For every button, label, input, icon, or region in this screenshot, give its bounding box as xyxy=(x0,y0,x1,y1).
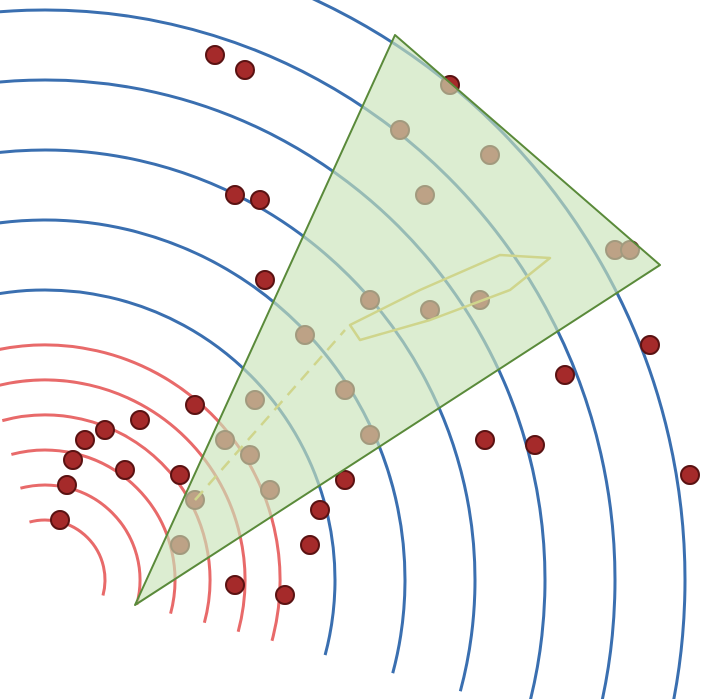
data-point xyxy=(256,271,274,289)
data-point xyxy=(226,186,244,204)
data-point xyxy=(131,411,149,429)
data-point xyxy=(171,466,189,484)
data-point xyxy=(641,336,659,354)
data-point xyxy=(64,451,82,469)
data-point xyxy=(51,511,69,529)
data-point xyxy=(116,461,134,479)
data-point xyxy=(311,501,329,519)
data-point xyxy=(186,396,204,414)
data-point xyxy=(681,466,699,484)
data-point xyxy=(526,436,544,454)
data-point xyxy=(251,191,269,209)
data-point xyxy=(96,421,114,439)
data-point xyxy=(276,586,294,604)
data-point xyxy=(206,46,224,64)
data-point xyxy=(58,476,76,494)
data-point xyxy=(226,576,244,594)
data-point xyxy=(236,61,254,79)
scan-sector xyxy=(135,35,660,605)
radial-scan-diagram xyxy=(0,0,728,699)
data-point xyxy=(76,431,94,449)
data-point xyxy=(556,366,574,384)
data-point xyxy=(476,431,494,449)
data-point xyxy=(301,536,319,554)
inner-arc xyxy=(29,520,105,596)
inner-arc xyxy=(20,485,140,605)
